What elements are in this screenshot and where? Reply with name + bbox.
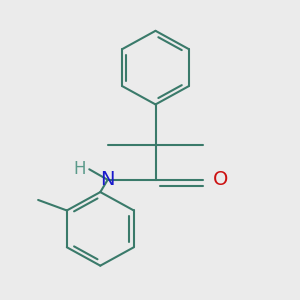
- Text: H: H: [73, 160, 86, 178]
- Text: N: N: [100, 170, 115, 189]
- Text: O: O: [213, 170, 228, 189]
